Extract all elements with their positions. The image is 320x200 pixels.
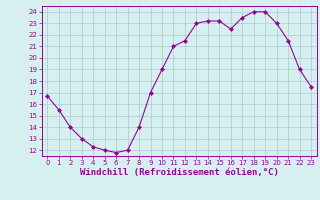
X-axis label: Windchill (Refroidissement éolien,°C): Windchill (Refroidissement éolien,°C) [80, 168, 279, 177]
